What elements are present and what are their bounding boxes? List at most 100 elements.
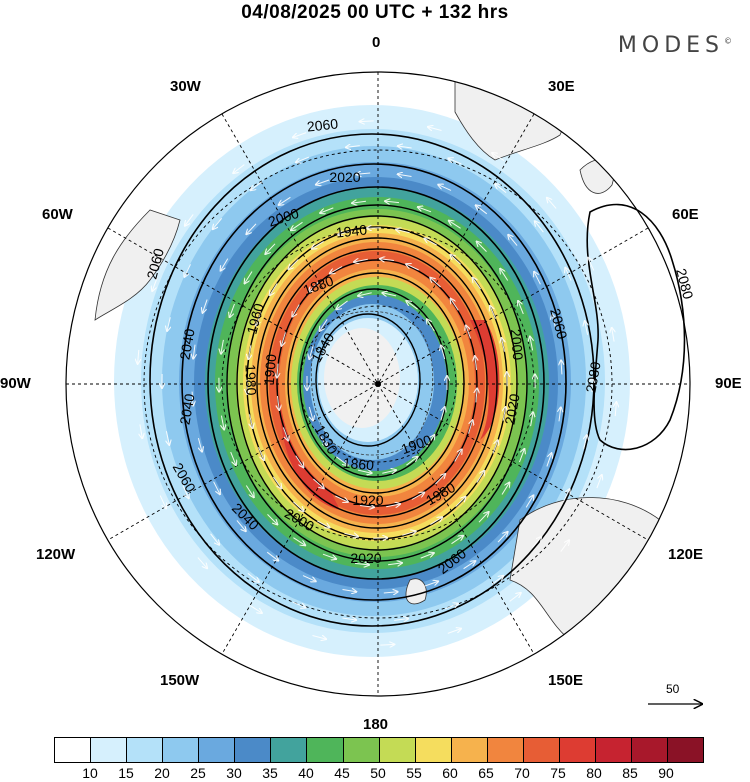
colorbar-swatch bbox=[523, 738, 560, 762]
colorbar-tick-label: 35 bbox=[262, 765, 278, 781]
wind-arrow bbox=[438, 185, 452, 191]
contour-1940 bbox=[256, 237, 498, 529]
wind-arrow bbox=[530, 337, 533, 351]
polar-map: 2060 2020 2000 1940 1880 1840 1960 1900 … bbox=[65, 71, 697, 697]
wind-arrow bbox=[427, 319, 435, 332]
wind-arrow bbox=[221, 339, 224, 354]
wind-arrow bbox=[473, 278, 482, 290]
wind-arrow bbox=[203, 299, 208, 313]
wind-arrow bbox=[245, 271, 253, 284]
wind-arrow bbox=[531, 412, 534, 427]
wind-arrow bbox=[336, 300, 348, 309]
wind-arrow bbox=[344, 533, 358, 536]
wind-arrow bbox=[184, 264, 191, 277]
wind-arrow bbox=[454, 449, 462, 462]
wind-arrow bbox=[292, 501, 303, 511]
wind-arrow bbox=[342, 618, 356, 620]
wind-arrow bbox=[477, 242, 487, 252]
lon-label-90w: 90W bbox=[0, 375, 31, 392]
shade-core-calm bbox=[324, 328, 400, 428]
wind-arrow bbox=[398, 146, 412, 148]
wind-arrow bbox=[547, 198, 557, 209]
colorbar-swatch bbox=[668, 738, 704, 762]
wind-arrow bbox=[250, 414, 253, 428]
wind-arrow bbox=[444, 604, 458, 610]
colorbar-swatch bbox=[91, 738, 128, 762]
wind-arrow bbox=[346, 146, 360, 148]
wind-arrow bbox=[424, 581, 438, 587]
contour-label: 1980 bbox=[242, 364, 259, 396]
lon-label-60w: 60W bbox=[42, 206, 73, 223]
wind-arrow bbox=[424, 238, 437, 246]
lon-label-120e: 120E bbox=[668, 546, 704, 563]
colorbar-tick-label: 80 bbox=[586, 765, 602, 781]
lon-label-90e: 90E bbox=[715, 375, 742, 392]
wind-arrow bbox=[519, 449, 525, 463]
colorbar-swatch bbox=[307, 738, 344, 762]
contour-label: 2080 bbox=[582, 360, 603, 394]
wind-arrow bbox=[508, 235, 518, 246]
wind-arrow bbox=[497, 532, 508, 543]
wind-arrow bbox=[256, 312, 262, 326]
reference-arrow-icon bbox=[648, 682, 710, 712]
wind-arrow bbox=[319, 434, 328, 447]
wind-arrow bbox=[398, 174, 412, 176]
wind-arrow bbox=[197, 557, 207, 569]
wind-arrow bbox=[502, 338, 505, 352]
wind-arrow bbox=[354, 563, 369, 565]
lon-label-30w: 30W bbox=[170, 78, 201, 95]
colorbar-swatch bbox=[199, 738, 236, 762]
lon-label-30e: 30E bbox=[548, 78, 575, 95]
contour-label: 2060 bbox=[547, 307, 571, 341]
wind-arrow bbox=[193, 344, 195, 359]
contour-2000 bbox=[226, 204, 528, 562]
wind-arrow bbox=[330, 266, 343, 274]
wind-arrow bbox=[612, 328, 614, 342]
wind-arrow bbox=[490, 306, 496, 319]
wind-arrow bbox=[248, 345, 250, 359]
wind-arrow bbox=[455, 497, 466, 508]
wind-arrow bbox=[475, 356, 477, 371]
wind-arrow bbox=[277, 395, 279, 410]
wind-arrow bbox=[468, 420, 473, 434]
colorbar: 10 15 20 25 30 35 40 45 50 55 60 65 70 75 80 85 90 bbox=[54, 737, 704, 781]
colorbar-tick-label: 90 bbox=[658, 765, 674, 781]
wind-arrow bbox=[342, 590, 357, 592]
wind-arrow bbox=[495, 184, 507, 193]
wind-arrow bbox=[382, 293, 397, 296]
colorbar-tick-label: 55 bbox=[406, 765, 422, 781]
wind-arrow bbox=[210, 533, 220, 545]
wind-arrow bbox=[500, 269, 509, 281]
wind-arrow bbox=[584, 435, 587, 449]
wind-arrow bbox=[451, 536, 464, 545]
contour-2040 bbox=[181, 163, 567, 601]
contour-label: 1920 bbox=[352, 492, 383, 508]
wind-arrow bbox=[292, 601, 306, 608]
map-boundary bbox=[65, 71, 691, 697]
colorbar-swatch bbox=[415, 738, 452, 762]
wind-arrow bbox=[293, 132, 307, 138]
wind-arrow bbox=[309, 281, 319, 292]
wind-arrow bbox=[588, 258, 595, 271]
new-zealand bbox=[405, 578, 427, 605]
wind-arrow bbox=[396, 229, 410, 232]
contour-label: 2040 bbox=[176, 327, 197, 361]
meridian-60w-120e bbox=[107, 227, 649, 541]
contour-1880 bbox=[287, 272, 465, 494]
meridian-30e-150w bbox=[221, 113, 535, 655]
wind-arrow bbox=[182, 485, 189, 499]
wind-arrow bbox=[406, 264, 419, 271]
colorbar-swatch bbox=[163, 738, 200, 762]
wind-arrow bbox=[292, 304, 300, 317]
wind-arrow bbox=[221, 415, 224, 430]
wind-arrow bbox=[166, 431, 169, 445]
wind-arrow bbox=[233, 164, 245, 174]
wind-arrow bbox=[357, 470, 372, 473]
wind-arrow bbox=[441, 346, 446, 360]
wind-arrow bbox=[336, 456, 347, 465]
wind-arrow bbox=[531, 537, 541, 549]
colorbar-swatch bbox=[595, 738, 632, 762]
wind-arrow bbox=[388, 563, 402, 565]
wind-arrow bbox=[152, 277, 158, 291]
brand-name: MODES bbox=[617, 33, 724, 58]
